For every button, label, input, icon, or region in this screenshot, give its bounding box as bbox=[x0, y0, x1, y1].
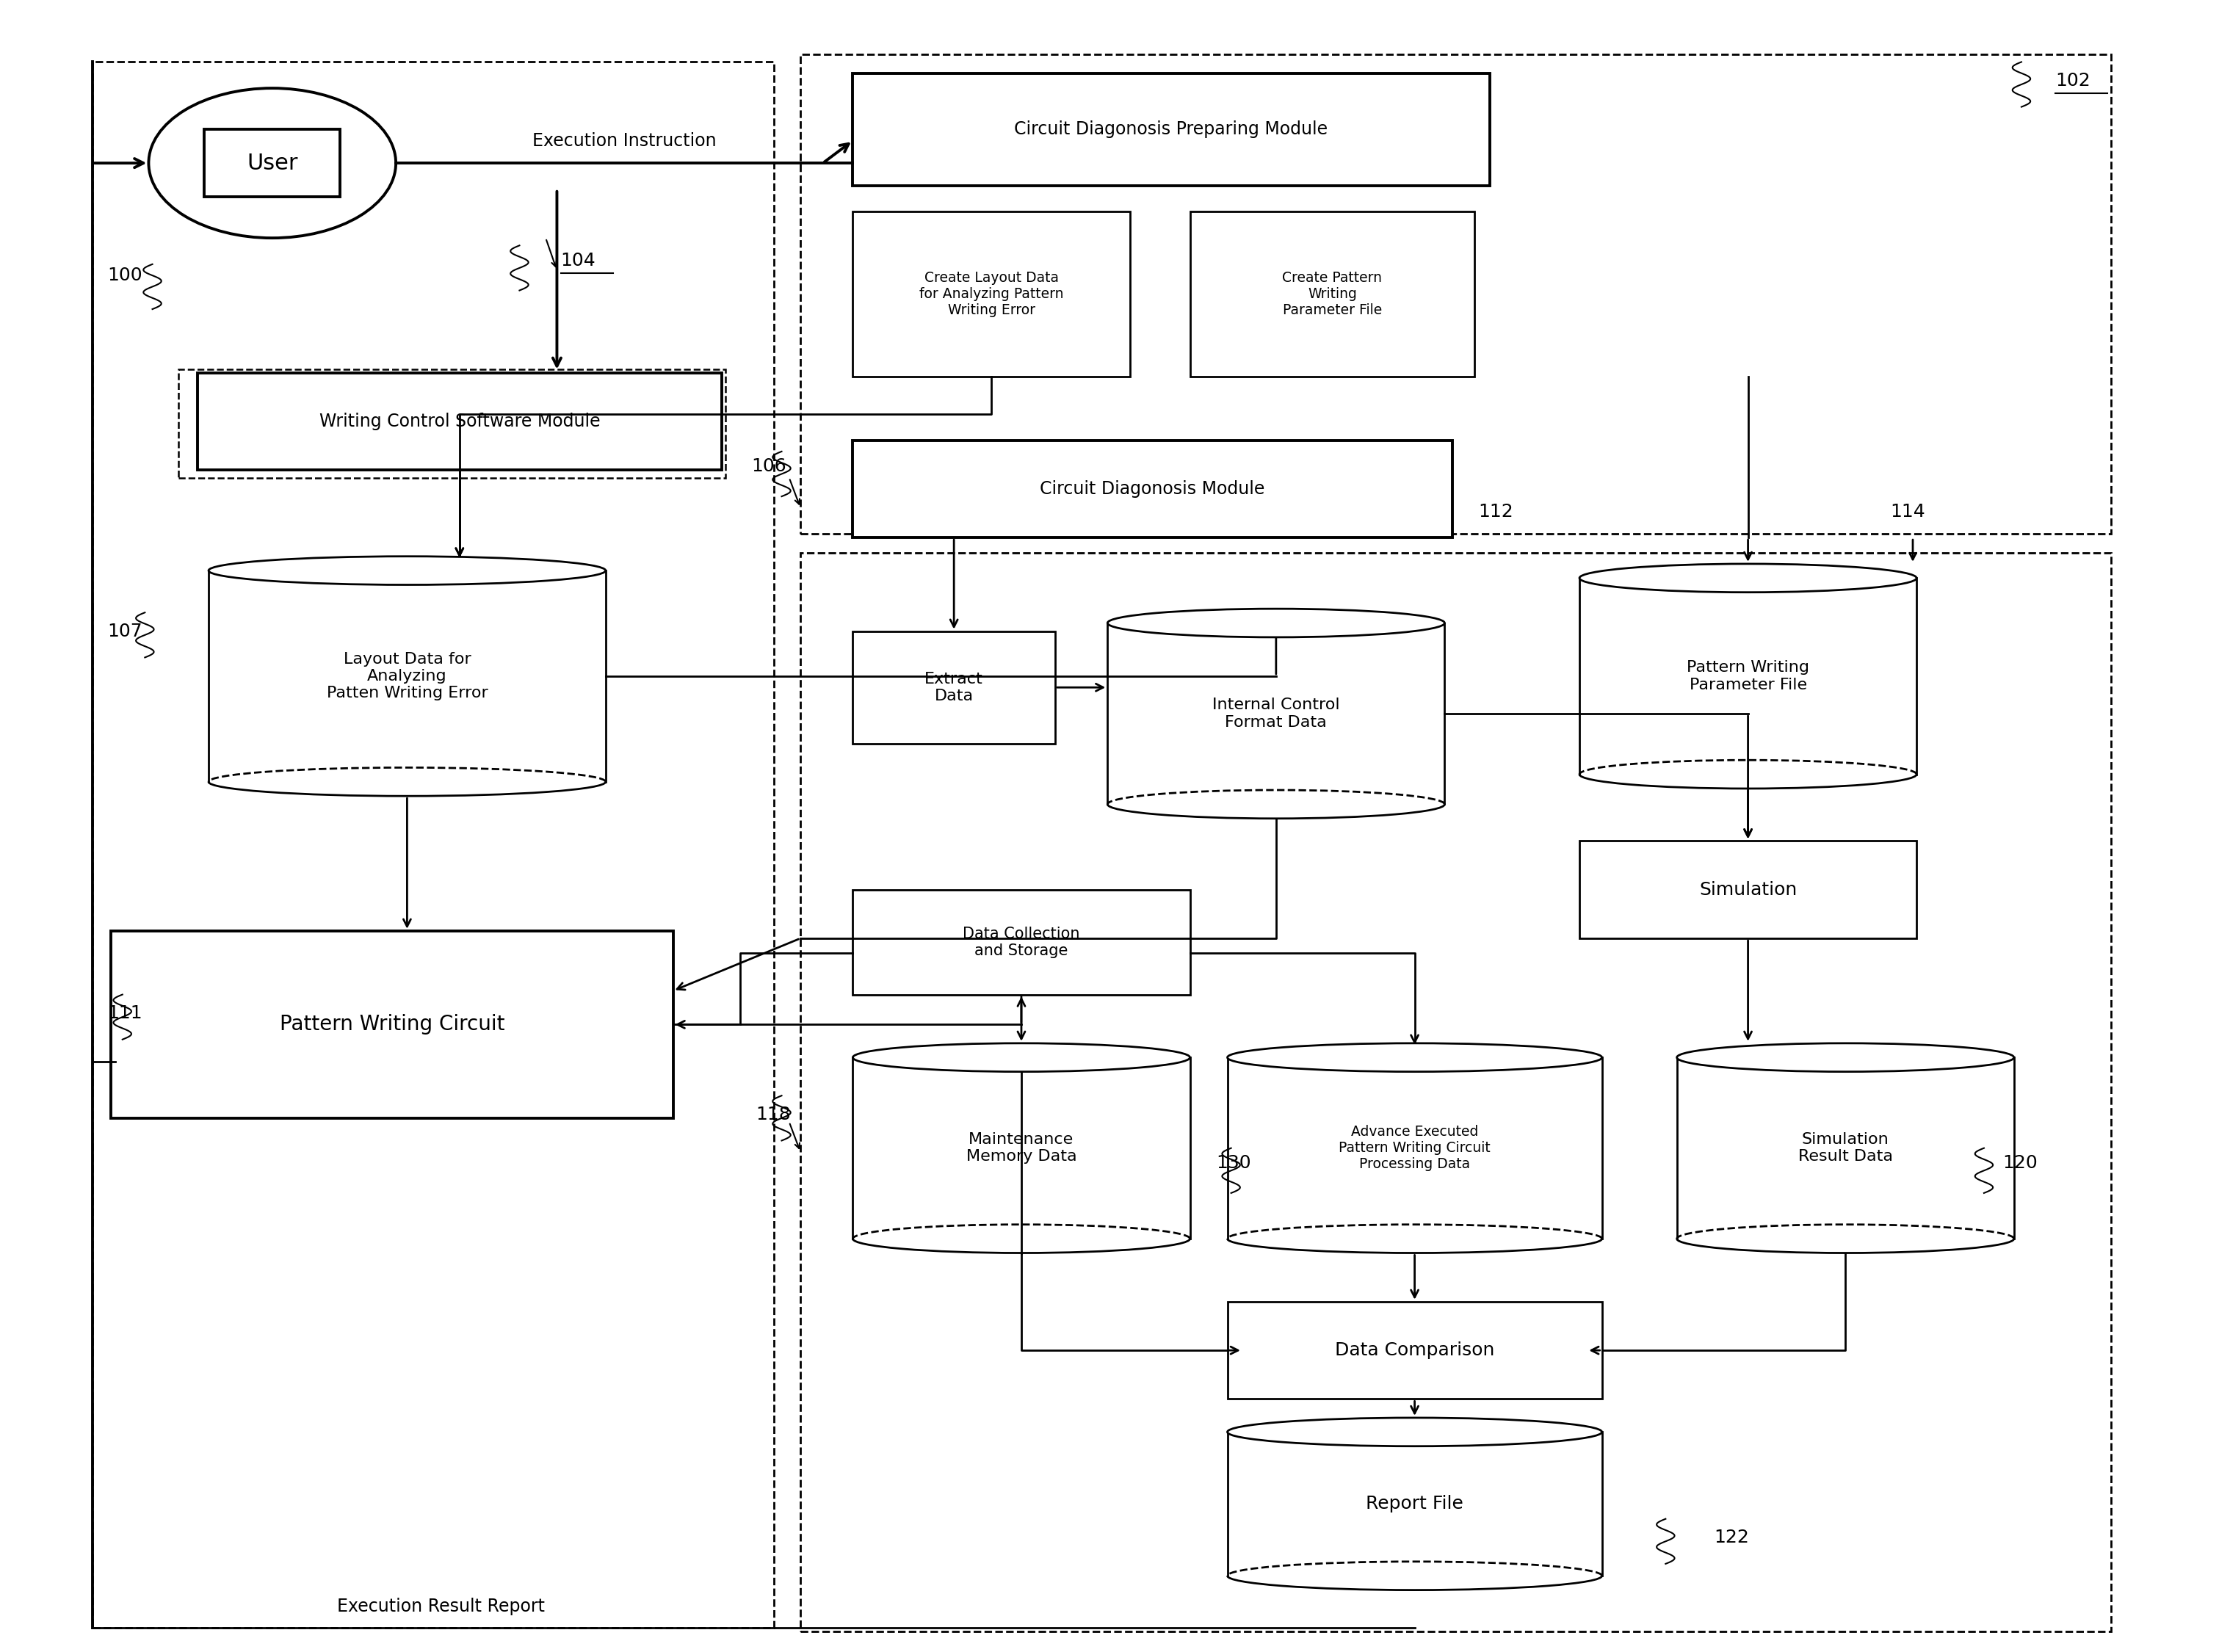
Bar bbox=[852, 1057, 1191, 1239]
Ellipse shape bbox=[149, 88, 397, 238]
Bar bbox=[852, 631, 1055, 743]
Ellipse shape bbox=[1677, 1042, 2014, 1072]
Text: Layout Data for
Analyzing
Patten Writing Error: Layout Data for Analyzing Patten Writing… bbox=[326, 653, 488, 700]
Text: Internal Control
Format Data: Internal Control Format Data bbox=[1213, 697, 1340, 730]
Text: Extract
Data: Extract Data bbox=[925, 672, 983, 704]
Text: 120: 120 bbox=[2003, 1155, 2038, 1171]
Bar bbox=[178, 368, 725, 477]
Bar bbox=[210, 570, 607, 781]
Bar bbox=[801, 55, 2112, 534]
Ellipse shape bbox=[852, 1042, 1191, 1072]
Text: 104: 104 bbox=[560, 251, 595, 269]
Bar bbox=[1191, 211, 1474, 377]
Bar bbox=[196, 373, 723, 471]
Text: Writing Control Software Module: Writing Control Software Module bbox=[319, 413, 600, 430]
Text: Circuit Diagonosis Module: Circuit Diagonosis Module bbox=[1039, 481, 1264, 497]
Ellipse shape bbox=[1226, 1417, 1601, 1446]
Bar bbox=[852, 890, 1191, 995]
Bar bbox=[205, 129, 341, 197]
Bar bbox=[111, 930, 673, 1118]
Text: User: User bbox=[248, 152, 299, 173]
Ellipse shape bbox=[1579, 563, 1916, 593]
Text: Execution Instruction: Execution Instruction bbox=[533, 132, 716, 149]
Text: Pattern Writing Circuit: Pattern Writing Circuit bbox=[279, 1014, 504, 1034]
Bar bbox=[1226, 1432, 1601, 1576]
Text: Pattern Writing
Parameter File: Pattern Writing Parameter File bbox=[1686, 661, 1809, 692]
Bar bbox=[852, 439, 1452, 537]
Text: Create Layout Data
for Analyzing Pattern
Writing Error: Create Layout Data for Analyzing Pattern… bbox=[919, 271, 1064, 317]
Bar bbox=[91, 63, 774, 1627]
Bar bbox=[1226, 1302, 1601, 1399]
Text: 111: 111 bbox=[107, 1004, 143, 1023]
Text: 100: 100 bbox=[107, 266, 143, 284]
Bar bbox=[1579, 841, 1916, 938]
Ellipse shape bbox=[210, 557, 607, 585]
Text: Maintenance
Memory Data: Maintenance Memory Data bbox=[966, 1132, 1077, 1165]
Bar bbox=[852, 73, 1490, 185]
Text: 114: 114 bbox=[1891, 502, 1924, 520]
Bar bbox=[1677, 1057, 2014, 1239]
Ellipse shape bbox=[1226, 1042, 1601, 1072]
Text: 106: 106 bbox=[752, 458, 787, 476]
Text: Simulation: Simulation bbox=[1699, 881, 1797, 899]
Bar bbox=[1108, 623, 1445, 805]
Text: 107: 107 bbox=[107, 623, 143, 639]
Bar bbox=[852, 211, 1131, 377]
Text: 122: 122 bbox=[1715, 1528, 1751, 1546]
Text: 102: 102 bbox=[2056, 73, 2090, 89]
Text: Create Pattern
Writing
Parameter File: Create Pattern Writing Parameter File bbox=[1282, 271, 1383, 317]
Text: 118: 118 bbox=[756, 1105, 789, 1123]
Text: 130: 130 bbox=[1215, 1155, 1251, 1171]
Ellipse shape bbox=[1108, 610, 1445, 638]
Text: Execution Result Report: Execution Result Report bbox=[337, 1597, 544, 1616]
Text: Report File: Report File bbox=[1365, 1495, 1463, 1513]
Bar bbox=[1579, 578, 1916, 775]
Bar bbox=[801, 553, 2112, 1631]
Text: Data Comparison: Data Comparison bbox=[1336, 1341, 1494, 1360]
Text: Data Collection
and Storage: Data Collection and Storage bbox=[963, 927, 1079, 958]
Text: 112: 112 bbox=[1478, 502, 1514, 520]
Text: Circuit Diagonosis Preparing Module: Circuit Diagonosis Preparing Module bbox=[1015, 121, 1329, 139]
Bar bbox=[1226, 1057, 1601, 1239]
Text: Advance Executed
Pattern Writing Circuit
Processing Data: Advance Executed Pattern Writing Circuit… bbox=[1338, 1125, 1490, 1171]
Text: Simulation
Result Data: Simulation Result Data bbox=[1797, 1132, 1893, 1165]
